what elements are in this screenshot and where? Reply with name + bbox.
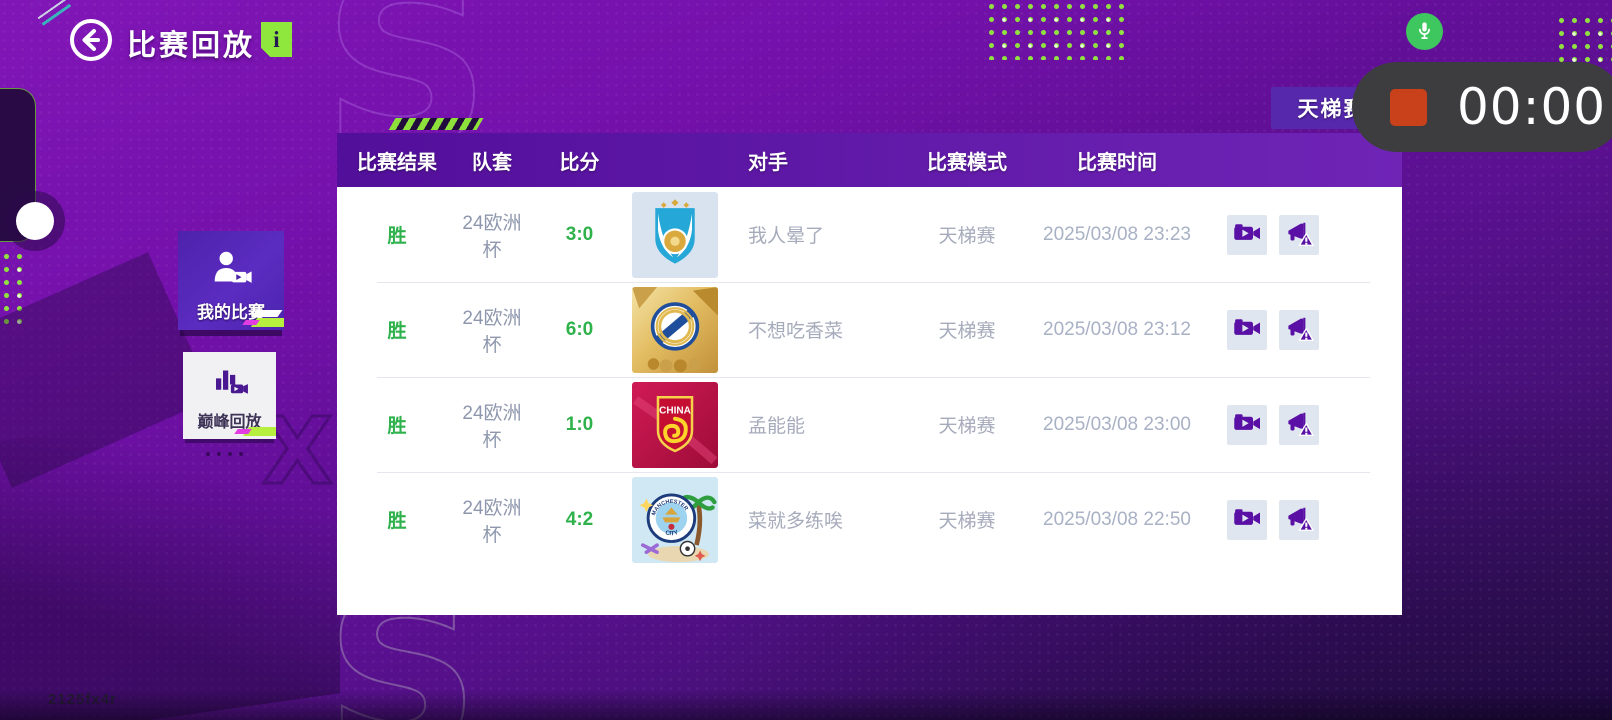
sidebar-item-label: 巅峰回放 [197, 414, 262, 431]
person-camera-icon [203, 246, 259, 295]
column-header-kit: 队套 [472, 151, 512, 174]
opponent-name: 我人晕了 [748, 226, 825, 247]
match-score: 6:0 [565, 318, 594, 340]
chart-camera-icon [205, 360, 255, 405]
column-header-result: 比赛结果 [357, 151, 437, 174]
table-row: 胜 24欧洲杯 6:0 不想吃香菜 天梯赛 2025/03/08 23:12 [337, 282, 1402, 377]
match-score: 1:0 [565, 413, 594, 435]
column-header-opponent: 对手 [748, 151, 788, 174]
pagination-dots [206, 452, 243, 456]
match-result: 胜 [387, 321, 407, 342]
match-mode: 天梯赛 [938, 321, 996, 342]
match-mode: 天梯赛 [938, 416, 996, 437]
screen-recorder-pill[interactable]: 00:00 [1352, 62, 1612, 152]
report-button[interactable] [1279, 404, 1319, 445]
match-mode: 天梯赛 [938, 511, 996, 532]
video-replay-icon [1232, 503, 1262, 536]
match-result: 胜 [387, 416, 407, 437]
report-button[interactable] [1279, 214, 1319, 255]
column-header-mode: 比赛模式 [927, 151, 1007, 174]
watch-replay-button[interactable] [1227, 404, 1267, 445]
match-result: 胜 [387, 511, 407, 532]
opponent-badge: MANCHESTER CITY [632, 476, 718, 563]
green-dot-pattern [0, 250, 28, 332]
opponent-badge [632, 191, 718, 278]
table-row: 胜 24欧洲杯 3:0 我人晕了 天梯赛 2025/03/08 23:23 [337, 187, 1402, 282]
sidebar-item-label: 我的比赛 [197, 303, 265, 322]
match-score: 3:0 [565, 223, 594, 245]
video-replay-icon [1232, 408, 1262, 441]
back-button[interactable] [67, 16, 115, 64]
opponent-name: 孟能能 [748, 416, 806, 437]
kit-name: 24欧洲杯 [462, 212, 522, 261]
page-title: 比赛回放 [127, 30, 256, 62]
match-time: 2025/03/08 22:50 [1043, 508, 1191, 530]
watch-replay-button[interactable] [1227, 214, 1267, 255]
background-shade [0, 393, 340, 720]
match-mode: 天梯赛 [938, 226, 996, 247]
sidebar-item-peak-replay[interactable]: 巅峰回放 [183, 352, 276, 439]
match-time: 2025/03/08 23:00 [1043, 413, 1191, 435]
report-warning-icon [1284, 218, 1315, 251]
info-icon[interactable]: i [261, 22, 292, 57]
match-history-table: 比赛结果 队套 比分 对手 比赛模式 比赛时间 胜 24欧洲杯 3:0 我人晕了… [337, 133, 1402, 615]
report-warning-icon [1284, 408, 1315, 441]
opponent-name: 不想吃香菜 [748, 321, 844, 342]
report-warning-icon [1284, 503, 1315, 536]
table-body: 胜 24欧洲杯 3:0 我人晕了 天梯赛 2025/03/08 23:23 [337, 187, 1402, 615]
accent-stripe [251, 310, 283, 317]
watch-replay-button[interactable] [1227, 499, 1267, 540]
report-warning-icon [1284, 313, 1315, 346]
match-score: 4:2 [565, 508, 594, 530]
match-time: 2025/03/08 23:12 [1043, 318, 1191, 340]
report-button[interactable] [1279, 309, 1319, 350]
kit-name: 24欧洲杯 [462, 402, 522, 451]
kit-name: 24欧洲杯 [462, 497, 522, 546]
kit-name: 24欧洲杯 [462, 307, 522, 356]
floating-assist-button[interactable] [16, 202, 54, 240]
table-row: 胜 24欧洲杯 1:0 CHINA 孟能能 天梯赛 2025/03/08 23:… [337, 377, 1402, 472]
hazard-stripe-decoration [388, 118, 484, 130]
video-replay-icon [1232, 313, 1262, 346]
match-result: 胜 [387, 226, 407, 247]
green-dot-pattern [985, 0, 1131, 60]
opponent-badge [632, 286, 718, 373]
bottom-shade [0, 690, 1612, 720]
microphone-icon [1413, 19, 1436, 45]
video-replay-icon [1232, 218, 1262, 251]
match-time: 2025/03/08 23:23 [1043, 223, 1191, 245]
back-arrow-icon [67, 19, 115, 67]
svg-text:CITY: CITY [664, 528, 679, 536]
sidebar-item-my-matches[interactable]: 我的比赛 [178, 231, 284, 330]
record-stop-icon[interactable] [1390, 88, 1427, 126]
green-dot-pattern [1555, 14, 1612, 62]
table-row: 胜 24欧洲杯 4:2 MANCHESTER CITY 菜就多练唉 天梯赛 20… [337, 472, 1402, 567]
watch-replay-button[interactable] [1227, 309, 1267, 350]
watermark-text: 2125fx4r [48, 691, 117, 708]
report-button[interactable] [1279, 499, 1319, 540]
recorder-time: 00:00 [1457, 78, 1607, 136]
table-header: 比赛结果 队套 比分 对手 比赛模式 比赛时间 [337, 133, 1402, 187]
column-header-score: 比分 [559, 151, 600, 174]
corner-streak-decoration [30, 0, 72, 26]
svg-text:CHINA: CHINA [659, 405, 691, 416]
microphone-button[interactable] [1406, 13, 1443, 50]
column-header-time: 比赛时间 [1077, 151, 1157, 174]
opponent-name: 菜就多练唉 [748, 511, 844, 532]
opponent-badge: CHINA [632, 381, 718, 468]
